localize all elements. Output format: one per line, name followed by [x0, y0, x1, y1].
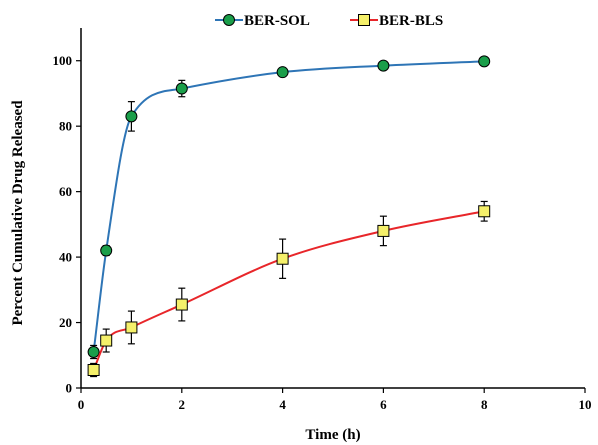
x-tick-label: 8	[481, 397, 488, 412]
x-tick-label: 6	[380, 397, 387, 412]
data-point-ber-sol	[125, 110, 138, 123]
legend: BER-SOL BER-BLS	[215, 13, 443, 29]
data-point-ber-sol	[478, 55, 491, 68]
y-tick-label: 0	[66, 381, 73, 396]
y-axis-title: Percent Cumulative Drug Released	[10, 100, 26, 326]
data-point-ber-bls	[100, 334, 113, 347]
data-point-ber-bls	[87, 364, 100, 376]
x-axis-title: Time (h)	[305, 427, 360, 443]
x-tick-label: 4	[279, 397, 286, 412]
data-point-ber-bls	[125, 321, 138, 334]
data-point-ber-sol	[175, 82, 188, 95]
data-point-ber-bls	[478, 205, 491, 218]
series-line-ber-sol	[92, 60, 485, 353]
legend-marker-ber-bls	[358, 14, 370, 26]
data-point-ber-sol	[276, 66, 289, 79]
legend-label-ber-bls: BER-BLS	[379, 13, 443, 29]
y-tick-label: 20	[59, 315, 72, 330]
x-tick-label: 2	[179, 397, 186, 412]
y-tick-label: 40	[59, 250, 72, 265]
data-point-ber-bls	[175, 298, 188, 311]
y-tick-label: 80	[59, 119, 72, 134]
legend-marker-ber-sol	[223, 14, 235, 26]
series-line-ber-bls	[92, 210, 485, 371]
series-layer	[87, 55, 491, 378]
y-tick-label: 100	[53, 53, 73, 68]
data-point-ber-bls	[377, 224, 390, 237]
series-ber-sol	[87, 55, 491, 360]
y-tick-label: 60	[59, 184, 72, 199]
data-point-ber-sol	[87, 346, 100, 358]
data-point-ber-sol	[100, 244, 113, 257]
x-tick-label: 10	[579, 397, 592, 412]
data-point-ber-sol	[377, 59, 390, 72]
data-point-ber-bls	[276, 252, 289, 265]
x-tick-label: 0	[78, 397, 85, 412]
legend-label-ber-sol: BER-SOL	[244, 13, 310, 29]
series-ber-bls	[87, 200, 491, 378]
